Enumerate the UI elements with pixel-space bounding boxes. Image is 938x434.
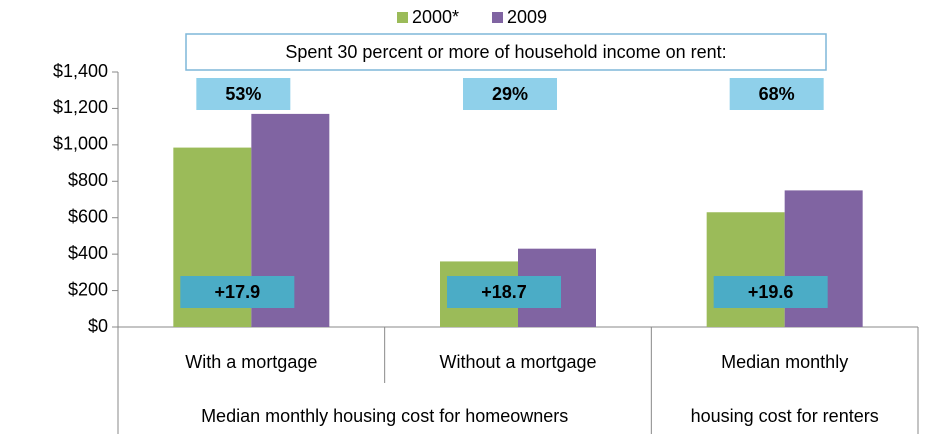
y-tick-label: $1,400	[53, 61, 108, 81]
change-label: +18.7	[481, 282, 527, 302]
group-label: housing cost for renters	[691, 406, 879, 426]
change-label: +17.9	[215, 282, 261, 302]
share-label: 53%	[225, 84, 261, 104]
change-box	[447, 276, 561, 308]
y-tick-label: $1,000	[53, 134, 108, 154]
legend-label: 2009	[507, 7, 547, 27]
x-tick-label: With a mortgage	[185, 352, 317, 372]
share-box	[463, 78, 557, 110]
group-label: Median monthly housing cost for homeowne…	[201, 406, 568, 426]
annotation-title: Spent 30 percent or more of household in…	[285, 42, 726, 62]
share-box	[196, 78, 291, 110]
x-tick-label: Median monthly	[721, 352, 848, 372]
y-tick-label: $0	[88, 316, 108, 336]
y-tick-label: $200	[68, 279, 108, 299]
legend-swatch	[492, 12, 503, 23]
y-tick-label: $1,200	[53, 97, 108, 117]
bar	[706, 212, 785, 327]
y-tick-label: $800	[68, 170, 108, 190]
annotation-box	[185, 33, 827, 71]
change-label: +19.6	[748, 282, 794, 302]
share-label: 29%	[492, 84, 528, 104]
y-tick-label: $600	[68, 206, 108, 226]
legend-label: 2000*	[412, 7, 459, 27]
legend-swatch	[397, 12, 408, 23]
change-box	[180, 276, 295, 308]
y-tick-label: $400	[68, 243, 108, 263]
change-box	[713, 276, 828, 308]
share-box	[729, 78, 824, 110]
x-tick-label: Without a mortgage	[439, 352, 596, 372]
share-label: 68%	[759, 84, 795, 104]
